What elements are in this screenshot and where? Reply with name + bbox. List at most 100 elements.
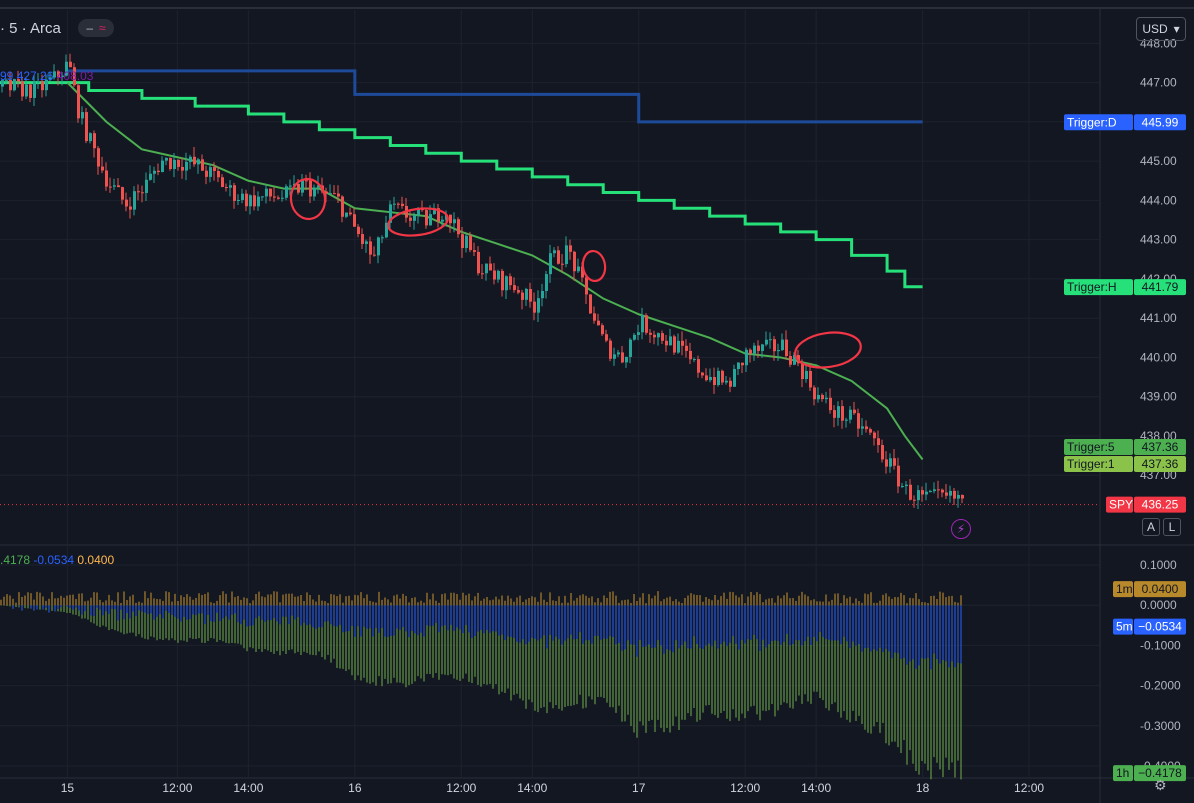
candle-body xyxy=(841,406,844,421)
candle-body xyxy=(921,490,924,495)
price-badges: Trigger:D 445.99 Trigger:H 441.79 Trigger:5 4… xyxy=(1064,114,1186,782)
osc-5m-badge-value-box xyxy=(1134,618,1186,635)
indicator-pills[interactable]: – ≈ xyxy=(78,19,114,37)
candle-body xyxy=(177,159,180,167)
candle-body xyxy=(769,339,772,341)
candle-body xyxy=(753,345,756,354)
candle-body xyxy=(705,375,708,381)
time-tick-label: 14:00 xyxy=(517,781,547,795)
candle-body xyxy=(261,196,264,198)
candle-body xyxy=(497,270,500,280)
candle-body xyxy=(117,185,120,188)
candle-body xyxy=(185,161,188,171)
candle-body xyxy=(745,349,748,366)
trigger-d-badge-value-box xyxy=(1134,114,1186,131)
auto-scale-button[interactable]: A xyxy=(1142,518,1160,536)
time-tick-label: 12:00 xyxy=(1014,781,1044,795)
candle-body xyxy=(733,368,736,387)
candle-body xyxy=(625,356,628,363)
time-tick-label: 14:00 xyxy=(801,781,831,795)
candle-body xyxy=(209,167,212,177)
candle-body xyxy=(709,377,712,381)
candle-body xyxy=(817,394,820,400)
price-tick-label: 445.00 xyxy=(1140,154,1177,168)
candle-body xyxy=(813,387,816,400)
candle-body xyxy=(481,273,484,275)
currency-label: USD xyxy=(1142,22,1168,36)
candle-body xyxy=(169,157,172,169)
candle-body xyxy=(521,292,524,300)
candle-body xyxy=(1,80,4,87)
candle-body xyxy=(645,315,648,333)
candles xyxy=(1,53,964,509)
osc-5m-badge-label-box xyxy=(1113,618,1133,635)
time-tick-label: 16 xyxy=(348,781,362,795)
osc-1h-badge-label-box xyxy=(1113,765,1133,782)
candle-body xyxy=(949,490,952,496)
osc-1h-badge-label: 1h xyxy=(1116,766,1129,780)
candle-body xyxy=(881,445,884,460)
candle-body xyxy=(525,288,528,300)
candle-body xyxy=(457,219,460,235)
candle-body xyxy=(849,409,852,420)
osc-1m-badge-label: 1m xyxy=(1116,582,1133,596)
lightning-icon[interactable]: ⚡ xyxy=(951,519,971,539)
symbol-title[interactable]: · 5 · Arca xyxy=(0,20,61,37)
legend-value: 0.0400 xyxy=(77,553,115,567)
trigger-d-line xyxy=(67,69,923,124)
candle-body xyxy=(137,191,140,193)
osc-tick-label: 0.0000 xyxy=(1140,598,1177,612)
candle-body xyxy=(113,185,116,187)
candle-body xyxy=(545,274,548,291)
time-tick-label: 12:00 xyxy=(162,781,192,795)
candle-body xyxy=(485,263,488,274)
candle-body xyxy=(857,413,860,429)
candle-body xyxy=(241,193,244,200)
candle-body xyxy=(449,214,452,224)
candle-body xyxy=(785,339,788,357)
candle-body xyxy=(897,465,900,487)
candle-body xyxy=(893,458,896,466)
wave-icon[interactable]: ≈ xyxy=(99,21,106,35)
minus-icon[interactable]: – xyxy=(86,21,94,35)
candle-body xyxy=(189,156,192,162)
candle-body xyxy=(433,208,436,215)
time-tick-label: 12:00 xyxy=(730,781,760,795)
candle-body xyxy=(329,193,332,195)
trigger-5-badge-value: 437.36 xyxy=(1142,440,1179,454)
candle-body xyxy=(961,495,964,499)
spy-badge-label: SPY xyxy=(1109,498,1133,512)
candle-body xyxy=(941,489,944,493)
candle-body xyxy=(161,160,164,173)
candle-body xyxy=(885,459,888,467)
candle-body xyxy=(689,350,692,360)
candle-body xyxy=(589,294,592,314)
time-tick-label: 15 xyxy=(61,781,75,795)
candle-body xyxy=(37,81,40,83)
osc-1h-badge-value: −0.4178 xyxy=(1138,766,1182,780)
candle-body xyxy=(353,214,356,227)
candle-body xyxy=(749,349,752,354)
candle-body xyxy=(537,298,540,313)
candle-body xyxy=(781,339,784,351)
osc-1m-badge-label-box xyxy=(1113,581,1133,598)
price-tick-label: 444.00 xyxy=(1140,193,1177,207)
candle-body xyxy=(697,359,700,373)
candle-body xyxy=(93,133,96,149)
candle-body xyxy=(617,352,620,355)
candle-body xyxy=(553,250,556,254)
currency-dropdown[interactable]: USD ▾ xyxy=(1136,17,1186,41)
candle-body xyxy=(61,75,64,78)
candle-body xyxy=(665,340,668,346)
log-scale-button[interactable]: L xyxy=(1163,518,1181,536)
candle-body xyxy=(17,79,20,82)
candle-body xyxy=(437,208,440,222)
axes: 448.00447.00446.00445.00444.00443.00442.… xyxy=(61,36,1181,795)
candle-body xyxy=(793,355,796,365)
gear-icon[interactable]: ⚙ xyxy=(1154,777,1167,793)
candle-body xyxy=(877,438,880,446)
candle-body xyxy=(265,188,268,197)
candle-body xyxy=(57,71,60,78)
osc-1m-badge-value: 0.0400 xyxy=(1142,582,1179,596)
